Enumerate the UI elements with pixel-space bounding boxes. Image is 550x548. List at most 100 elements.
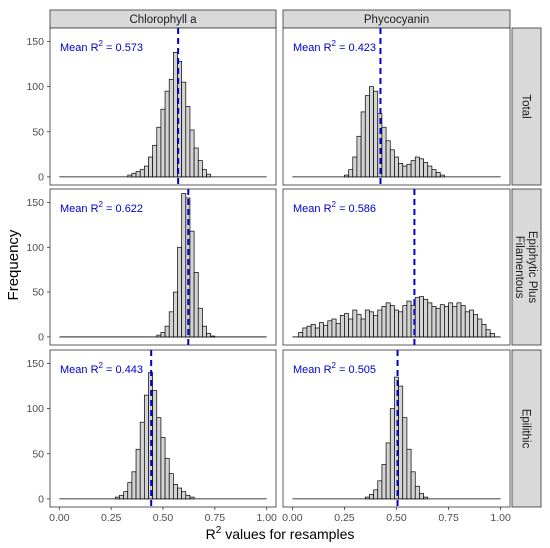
x-tick-label: 0.50 bbox=[153, 512, 174, 524]
histogram-bar bbox=[164, 457, 170, 500]
histogram-bar bbox=[127, 174, 133, 178]
histogram-bar bbox=[369, 311, 374, 338]
y-tick-label: 150 bbox=[26, 358, 44, 370]
histogram-bar bbox=[173, 52, 178, 178]
histogram-bar bbox=[423, 298, 429, 338]
histogram-bar bbox=[423, 162, 429, 178]
histogram-bar bbox=[352, 156, 358, 178]
histogram-bar bbox=[439, 304, 445, 338]
histogram-bar bbox=[339, 315, 345, 338]
histogram-bar bbox=[364, 496, 370, 500]
histogram-bar bbox=[298, 332, 304, 338]
histogram-bar bbox=[398, 311, 404, 338]
histogram-bar bbox=[377, 309, 383, 338]
histogram-bar bbox=[348, 318, 354, 338]
y-tick-label: 0 bbox=[38, 331, 44, 343]
histogram-bar bbox=[127, 482, 133, 500]
column-strip-label: Chlorophyll a bbox=[129, 14, 197, 26]
y-tick-label: 50 bbox=[32, 287, 44, 299]
histogram-bar bbox=[394, 156, 399, 178]
y-tick-label: 150 bbox=[26, 36, 44, 48]
histogram-bar bbox=[439, 174, 445, 178]
y-tick-label: 150 bbox=[26, 197, 44, 209]
histogram-bar bbox=[131, 172, 137, 178]
histogram-bar bbox=[435, 172, 441, 178]
histogram-bar bbox=[335, 323, 341, 338]
histogram-bar bbox=[402, 417, 408, 500]
histogram-bar bbox=[131, 471, 137, 500]
histogram-bar bbox=[160, 332, 166, 338]
histogram-bar bbox=[406, 163, 412, 178]
histogram-bar bbox=[135, 171, 141, 178]
column-strip-label: Phycocyanin bbox=[364, 14, 429, 26]
histogram-bar bbox=[181, 491, 187, 500]
histogram-bar bbox=[435, 307, 441, 338]
histogram-bar bbox=[489, 332, 495, 338]
mean-r2-label: Mean R2 = 0.423 bbox=[293, 39, 376, 54]
histogram-bar bbox=[181, 81, 187, 178]
y-tick-label: 50 bbox=[32, 126, 44, 138]
histogram-bar bbox=[377, 480, 383, 500]
histogram-bar bbox=[385, 302, 391, 338]
y-tick-label: 0 bbox=[38, 493, 44, 505]
row-strip bbox=[511, 349, 542, 508]
histogram-bar bbox=[202, 325, 207, 338]
histogram-bar bbox=[206, 332, 212, 338]
x-tick-label: 0.00 bbox=[49, 512, 70, 524]
mean-r2-label: Mean R2 = 0.622 bbox=[60, 200, 143, 215]
histogram-bar bbox=[173, 484, 178, 500]
histogram-bar bbox=[448, 302, 454, 338]
histogram-bar bbox=[164, 325, 170, 338]
histogram-bar bbox=[152, 144, 158, 178]
histogram-bar bbox=[168, 311, 174, 338]
histogram-bar bbox=[373, 315, 379, 338]
histogram-bar bbox=[402, 165, 408, 178]
histogram-bar bbox=[431, 306, 437, 338]
histogram-bar bbox=[469, 309, 474, 338]
histogram-bar bbox=[185, 106, 191, 178]
histogram-bar bbox=[185, 197, 191, 338]
histogram-bar bbox=[385, 442, 391, 500]
y-tick-label: 100 bbox=[26, 81, 44, 93]
histogram-bar bbox=[381, 464, 387, 500]
histogram-bar bbox=[160, 437, 166, 500]
histogram-bar bbox=[369, 494, 374, 500]
histogram-bar bbox=[352, 309, 358, 338]
x-tick-label: 0.25 bbox=[334, 512, 355, 524]
histogram-bar bbox=[373, 90, 379, 178]
histogram-bar bbox=[348, 169, 354, 178]
histogram-bar bbox=[406, 300, 412, 338]
row-strip-label: Epiphytic Plus bbox=[526, 231, 538, 303]
histogram-bar bbox=[160, 108, 166, 178]
histogram-bar bbox=[148, 156, 153, 178]
histogram-bar bbox=[369, 86, 374, 178]
histogram-bar bbox=[177, 246, 183, 338]
histogram-bar bbox=[168, 473, 174, 500]
histogram-bar bbox=[193, 147, 199, 178]
histogram-bar bbox=[193, 272, 199, 338]
histogram-bar bbox=[168, 79, 174, 178]
histogram-bar bbox=[156, 126, 162, 178]
histogram-bar bbox=[485, 329, 491, 338]
histogram-bar bbox=[373, 489, 379, 500]
histogram-bar bbox=[310, 324, 316, 338]
histogram-bar bbox=[464, 311, 470, 338]
mean-r2-label: Mean R2 = 0.443 bbox=[60, 361, 143, 376]
histogram-bar bbox=[427, 302, 433, 338]
histogram-bar bbox=[389, 305, 395, 338]
histogram-bar bbox=[389, 408, 395, 500]
x-tick-label: 1.00 bbox=[256, 512, 277, 524]
histogram-bar bbox=[156, 334, 162, 338]
histogram-bar bbox=[423, 496, 429, 500]
row-strip bbox=[511, 27, 542, 186]
histogram-bar bbox=[135, 448, 141, 500]
histogram-bar bbox=[410, 471, 416, 500]
histogram-bar bbox=[385, 140, 391, 178]
histogram-bar bbox=[427, 165, 433, 178]
histogram-bar bbox=[197, 307, 203, 338]
x-axis-label: R2 values for resamples bbox=[206, 525, 355, 542]
mean-r2-label: Mean R2 = 0.573 bbox=[60, 39, 143, 54]
histogram-bar bbox=[431, 169, 437, 178]
histogram-bar bbox=[323, 324, 329, 338]
